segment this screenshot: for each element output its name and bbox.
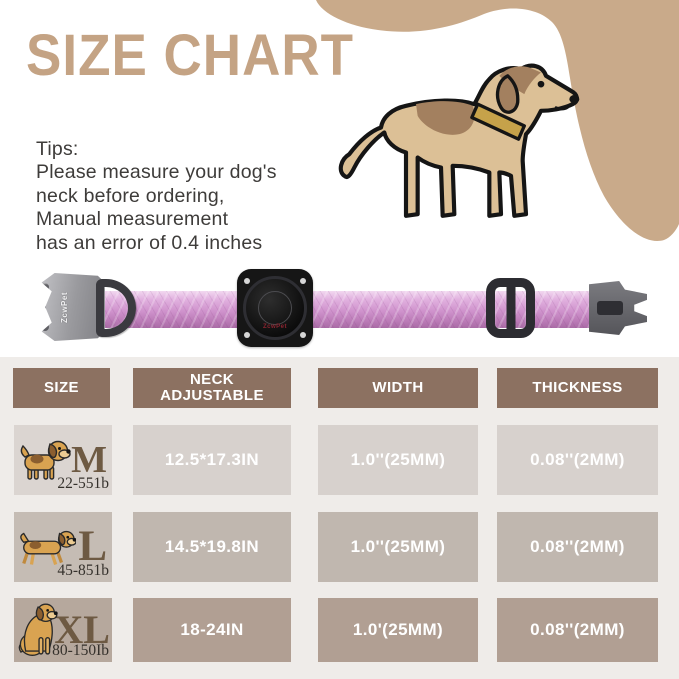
rivet-icon (41, 283, 49, 291)
header-width: WIDTH (318, 368, 478, 408)
weight-range: 80-150Ib (52, 642, 109, 659)
size-cell-xl: XL 80-150Ib (14, 598, 112, 662)
airtag-face: ZcwPet (243, 276, 307, 340)
clip-slot (597, 301, 623, 315)
thickness-cell-l: 0.08''(2MM) (497, 512, 658, 582)
width-cell-m: 1.0''(25MM) (318, 425, 478, 495)
weight-range: 22-551b (57, 475, 109, 492)
emblem-icon (258, 291, 292, 325)
thickness-cell-m: 0.08''(2MM) (497, 425, 658, 495)
screw-icon (244, 332, 250, 338)
width-cell-l: 1.0''(25MM) (318, 512, 478, 582)
dog-l-icon (20, 530, 76, 566)
size-label: XL (54, 607, 110, 652)
dog-xl-icon (18, 603, 58, 657)
neck-cell-m: 12.5*17.3IN (133, 425, 291, 495)
thickness-cell-xl: 0.08''(2MM) (497, 598, 658, 662)
size-label: L (78, 522, 107, 570)
screw-icon (244, 278, 250, 284)
d-ring-icon (96, 279, 136, 337)
header-size: SIZE (13, 368, 110, 408)
screw-icon (300, 278, 306, 284)
dog-illustration (338, 63, 580, 218)
rivet-icon (41, 304, 46, 312)
page-title: SIZE CHART (26, 23, 354, 89)
screw-icon (300, 332, 306, 338)
neck-cell-l: 14.5*19.8IN (133, 512, 291, 582)
size-cell-l: L 45-851b (14, 512, 112, 582)
collar-product-photo: ZcwPet ZcwPet (0, 262, 679, 357)
header-neck-adjustable: NECK ADJUSTABLE (133, 368, 291, 408)
width-cell-xl: 1.0'(25MM) (318, 598, 478, 662)
quick-release-clip-icon (589, 281, 647, 335)
size-label: M (71, 438, 107, 481)
rivet-icon (41, 323, 49, 331)
airtag-holder: ZcwPet (237, 269, 313, 347)
metal-buckle-plate: ZcwPet (41, 273, 105, 341)
size-table: SIZE NECK ADJUSTABLE WIDTH THICKNESS (0, 357, 679, 679)
header-thickness: THICKNESS (497, 368, 658, 408)
tips-text: Tips: Please measure your dog's neck bef… (36, 138, 277, 254)
airtag-brand-text: ZcwPet (262, 324, 287, 330)
weight-range: 45-851b (57, 562, 109, 579)
neck-cell-xl: 18-24IN (133, 598, 291, 662)
brand-label: ZcwPet (60, 291, 69, 323)
triglide-slider-icon (486, 278, 535, 338)
dog-m-icon (20, 440, 71, 480)
size-cell-m: M 22-551b (14, 425, 112, 495)
